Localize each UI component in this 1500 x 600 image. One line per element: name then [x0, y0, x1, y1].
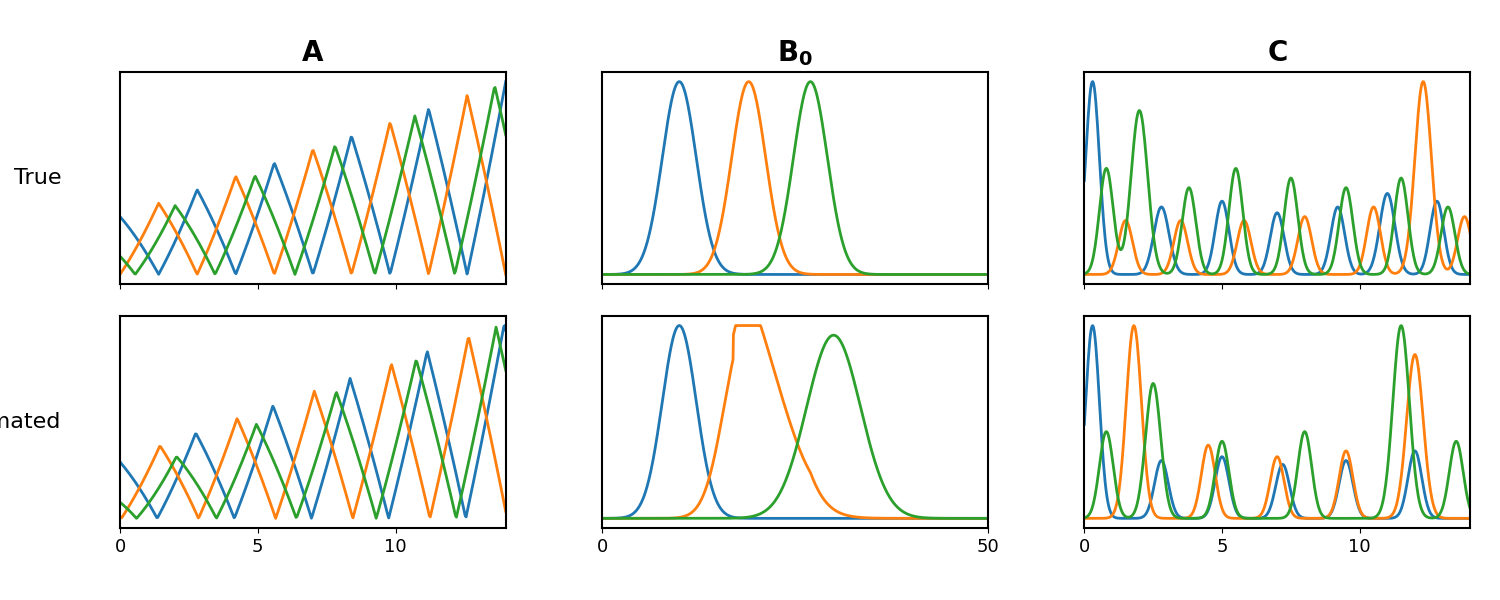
Title: $\mathbf{B_0}$: $\mathbf{B_0}$	[777, 38, 813, 68]
Y-axis label: Estimated: Estimated	[0, 412, 62, 432]
Title: $\mathbf{A}$: $\mathbf{A}$	[302, 39, 324, 67]
Title: $\mathbf{C}$: $\mathbf{C}$	[1268, 39, 1287, 67]
Y-axis label: True: True	[13, 168, 62, 188]
